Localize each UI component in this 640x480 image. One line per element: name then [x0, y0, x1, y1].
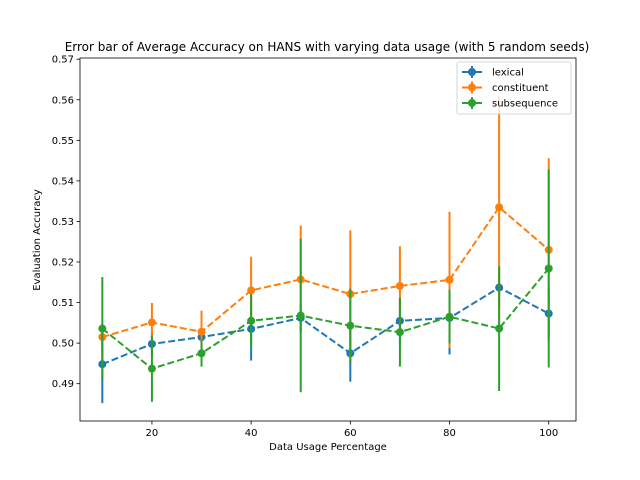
series-constituent — [98, 95, 553, 358]
legend-label: lexical — [492, 68, 524, 79]
data-point — [395, 281, 404, 290]
data-point — [247, 316, 256, 325]
data-point — [197, 349, 206, 358]
y-axis: 0.49 0.50 0.51 0.52 0.53 0.54 0.55 0.56 0.57 — [52, 55, 80, 390]
data-point — [544, 264, 553, 273]
legend-marker — [468, 83, 476, 92]
y-axis-label: Evaluation Accuracy — [32, 189, 43, 291]
y-tick-label: 0.57 — [52, 55, 74, 66]
y-tick-label: 0.50 — [52, 339, 74, 350]
data-point — [98, 324, 107, 333]
x-tick-label: 60 — [344, 428, 357, 439]
y-tick-label: 0.54 — [52, 176, 74, 187]
y-tick-label: 0.55 — [52, 136, 74, 147]
series-subsequence — [98, 169, 553, 402]
data-point — [445, 312, 454, 321]
series-line — [102, 205, 550, 339]
data-point — [445, 275, 454, 284]
x-axis-label: Data Usage Percentage — [269, 442, 387, 453]
plot-area — [98, 95, 553, 404]
data-point — [296, 311, 305, 320]
legend-box — [456, 61, 572, 115]
y-tick-label: 0.56 — [52, 95, 74, 106]
data-point — [395, 328, 404, 337]
data-point — [197, 327, 206, 336]
x-tick-label: 40 — [245, 428, 258, 439]
y-tick-label: 0.52 — [52, 258, 74, 269]
data-point — [147, 364, 156, 373]
data-point — [495, 324, 504, 333]
series-line — [101, 286, 550, 366]
legend-marker — [468, 99, 476, 107]
x-axis: 20 40 60 80 100 — [146, 421, 558, 439]
legend-marker — [468, 68, 476, 76]
legend-label: subsequence — [492, 99, 558, 110]
x-tick-label: 100 — [539, 428, 558, 439]
x-tick-label: 20 — [146, 428, 159, 439]
data-point — [495, 203, 504, 212]
y-tick-label: 0.53 — [52, 217, 74, 228]
axes-frame — [79, 57, 577, 422]
data-point — [147, 318, 156, 327]
series-line — [101, 267, 550, 370]
x-tick-label: 80 — [443, 428, 456, 439]
data-point — [346, 321, 355, 330]
legend: lexical constituent subsequence — [456, 61, 572, 115]
y-tick-label: 0.49 — [52, 379, 74, 390]
legend-label: constituent — [492, 83, 549, 94]
y-tick-label: 0.51 — [52, 298, 74, 309]
data-point — [247, 286, 256, 295]
chart-title: Error bar of Average Accuracy on HANS wi… — [65, 40, 590, 54]
